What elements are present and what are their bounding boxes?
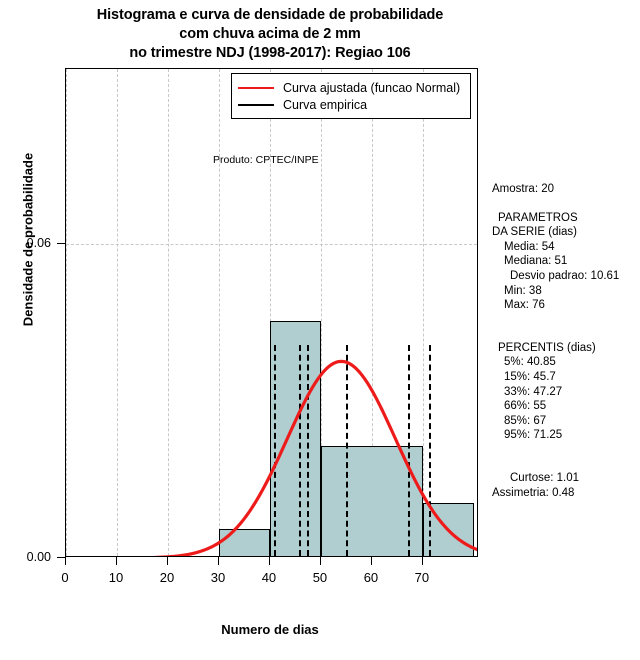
chart-title-line-2: com chuva acima de 2 mm — [179, 26, 361, 42]
vertical-gridline — [371, 69, 373, 556]
stat-p33: 33%: 47.27 — [504, 385, 563, 398]
stats-spacer-5 — [492, 457, 640, 471]
vertical-gridline — [116, 69, 118, 556]
histogram-bar — [218, 528, 270, 556]
stat-p15: 15%: 45.7 — [504, 370, 556, 383]
stats-spacer-1 — [492, 197, 640, 211]
stat-p85: 85%: 67 — [504, 414, 547, 427]
stat-curtose: Curtose: 1.01 — [510, 471, 580, 484]
percentile-marker-line — [429, 344, 432, 556]
vertical-gridline — [218, 69, 220, 556]
chart-legend: Curva ajustada (funcao Normal) Curva emp… — [231, 73, 472, 119]
x-axis-tick-label: 0 — [61, 570, 69, 585]
x-axis-tick — [370, 557, 372, 565]
chart-title-line-3: no trimestre NDJ (1998-2017): Regiao 106 — [129, 45, 411, 61]
x-axis-tick-label: 40 — [261, 570, 277, 585]
percentile-marker-line — [346, 344, 349, 556]
x-axis-tick-label: 20 — [159, 570, 175, 585]
stat-mediana: Mediana: 51 — [504, 255, 568, 268]
histogram-bar — [269, 320, 321, 556]
stats-spacer-3 — [492, 327, 640, 341]
legend-label-empirical: Curva empirica — [283, 97, 368, 112]
percentile-marker-line — [307, 344, 310, 556]
stat-p5: 5%: 40.85 — [504, 356, 556, 369]
legend-label-fitted: Curva ajustada (funcao Normal) — [283, 80, 461, 95]
y-axis-tick — [57, 557, 65, 558]
produto-annotation: Produto: CPTEC/INPE — [213, 154, 319, 166]
stat-min: Min: 38 — [504, 284, 542, 297]
y-axis-tick — [57, 243, 65, 245]
stat-p66: 66%: 55 — [504, 400, 547, 413]
vertical-gridline — [66, 69, 67, 556]
x-axis-tick-label: 70 — [414, 570, 430, 585]
horizontal-gridline — [66, 244, 477, 246]
x-axis-tick — [217, 557, 219, 565]
vertical-gridline — [422, 69, 424, 556]
legend-item-empirical: Curva empirica — [238, 96, 460, 113]
stat-parametros-header-1: PARAMETROS — [498, 211, 578, 224]
x-axis-tick — [65, 557, 66, 565]
stat-p95: 95%: 71.25 — [504, 429, 563, 442]
x-axis-tick — [268, 557, 270, 565]
statistics-panel: Amostra: 20 PARAMETROS DA SERIE (dias) M… — [492, 182, 640, 500]
percentile-marker-line — [299, 344, 301, 556]
x-axis-tick — [166, 557, 168, 565]
stats-spacer-4 — [492, 443, 640, 457]
x-axis-tick-label: 10 — [108, 570, 124, 585]
y-axis-tick-label: 0.06 — [26, 236, 51, 251]
stat-desvio-padrao: Desvio padrao: 10.61 — [510, 269, 620, 282]
vertical-gridline — [269, 69, 271, 556]
plot-inner: 5%15%33%66%85%95% — [66, 69, 477, 556]
y-axis-label: Densidade de probabilidade — [20, 152, 36, 327]
stat-assimetria: Assimetria: 0.48 — [492, 486, 575, 499]
legend-item-fitted: Curva ajustada (funcao Normal) — [238, 79, 460, 96]
x-axis-tick-label: 30 — [210, 570, 226, 585]
x-axis-tick — [319, 557, 321, 565]
vertical-gridline — [167, 69, 169, 556]
x-axis-tick — [115, 557, 117, 565]
chart-title-line-1: Histograma e curva de densidade de proba… — [96, 7, 444, 23]
percentile-marker-line — [407, 344, 410, 556]
x-axis-tick-label: 60 — [363, 570, 379, 585]
percentile-marker-line — [274, 344, 277, 556]
stat-percentis-header: PERCENTIS (dias) — [498, 341, 596, 354]
plot-area: 5%15%33%66%85%95% Produto: CPTEC/INPE Cu… — [65, 68, 478, 557]
x-axis-label: Numero de dias — [221, 622, 319, 637]
stats-spacer-2 — [492, 313, 640, 327]
legend-swatch-red-line-icon — [238, 86, 274, 89]
y-axis-tick-label: 0.00 — [26, 550, 51, 564]
stat-max: Max: 76 — [504, 299, 545, 312]
x-axis-tick-label: 50 — [312, 570, 328, 585]
stat-parametros-header-2: DA SERIE (dias) — [492, 226, 577, 239]
vertical-gridline — [320, 69, 322, 556]
legend-swatch-black-line-icon — [238, 103, 274, 106]
chart-title: Histograma e curva de densidade de proba… — [0, 6, 540, 63]
stat-amostra: Amostra: 20 — [492, 183, 554, 195]
stat-media: Media: 54 — [504, 240, 555, 253]
x-axis-tick — [421, 557, 423, 565]
